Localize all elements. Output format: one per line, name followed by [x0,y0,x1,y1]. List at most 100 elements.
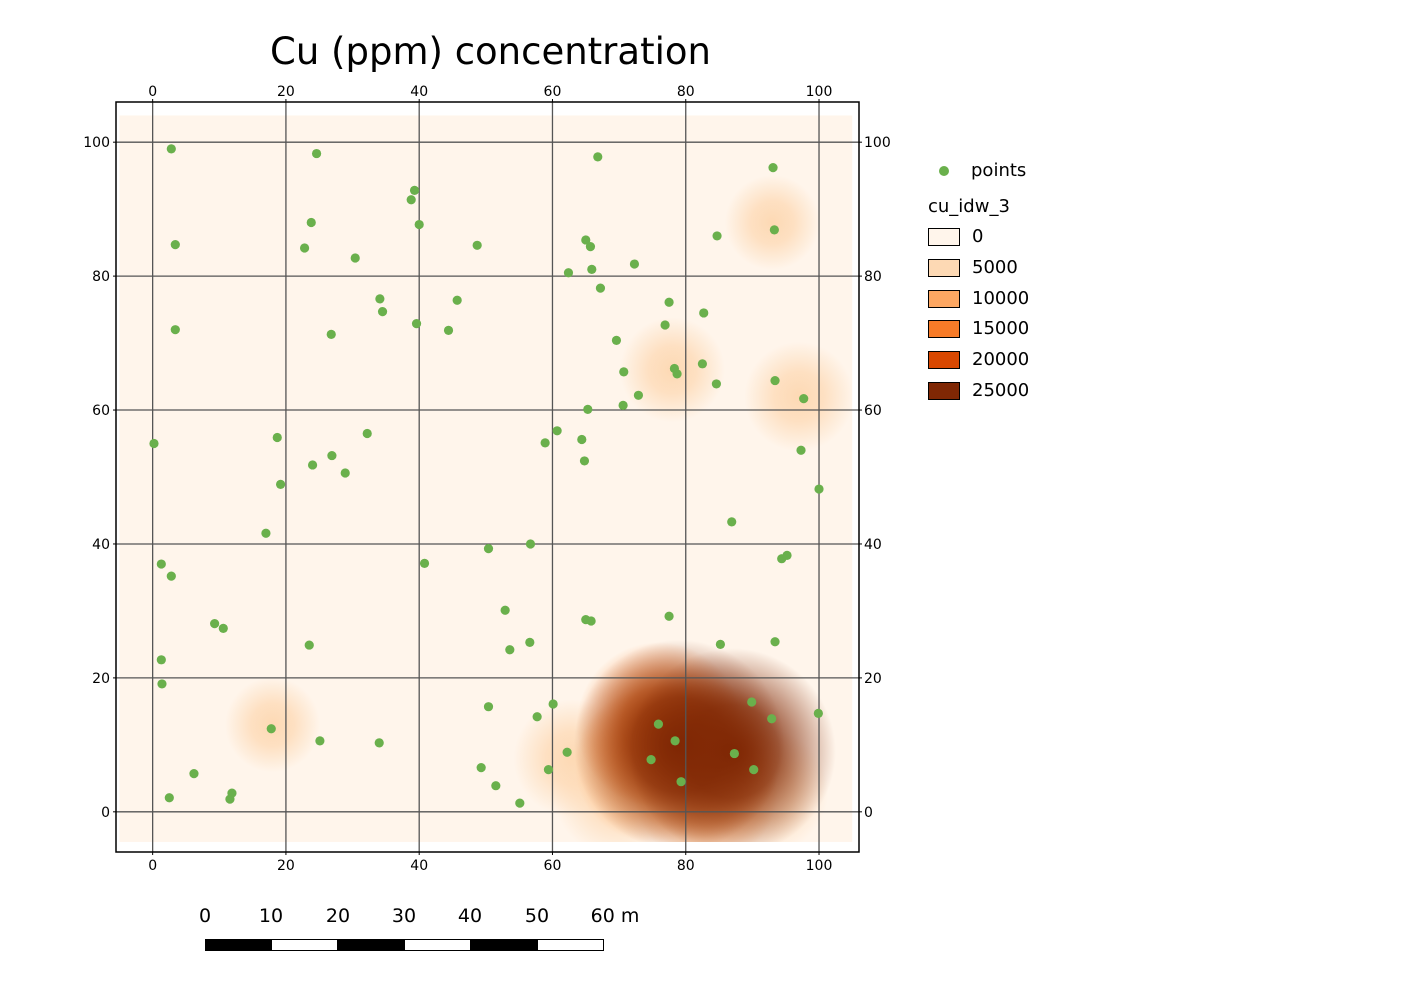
sample-point[interactable] [525,539,536,549]
sample-point[interactable] [629,259,640,269]
sample-point[interactable] [660,320,670,330]
sample-point[interactable] [581,235,591,245]
sample-point[interactable] [532,712,542,722]
sample-point[interactable] [770,375,780,386]
sample-point[interactable] [483,544,494,554]
sample-point[interactable] [409,185,420,195]
sample-point[interactable] [777,554,787,564]
sample-point[interactable] [350,253,360,263]
sample-point[interactable] [340,468,350,478]
scale-bar-label: 30 [391,905,417,927]
sample-point[interactable] [218,623,228,633]
sample-point[interactable] [472,240,482,250]
sample-point[interactable] [618,400,628,410]
sample-point[interactable] [375,294,385,304]
sample-point[interactable] [315,736,325,746]
sample-point[interactable] [697,359,708,369]
sample-point[interactable] [587,264,597,275]
sample-point[interactable] [770,637,780,647]
sample-point[interactable] [670,736,680,746]
sample-point[interactable] [664,297,674,307]
sample-point[interactable] [579,456,590,466]
sample-point[interactable] [699,308,709,318]
sample-point[interactable] [406,195,416,205]
sample-point[interactable] [170,240,180,250]
sample-point[interactable] [157,679,167,689]
sample-point[interactable] [272,432,282,443]
sample-point[interactable] [768,163,778,173]
sample-point[interactable] [813,708,823,718]
sample-point[interactable] [189,769,199,779]
sample-point[interactable] [225,794,235,804]
sample-point[interactable] [362,428,372,439]
sample-point[interactable] [500,605,510,615]
sample-point[interactable] [540,438,550,448]
sample-point[interactable] [543,765,554,775]
sample-point[interactable] [672,369,682,379]
sample-point[interactable] [583,404,593,414]
raster-hotspot [744,341,853,452]
sample-point[interactable] [525,637,535,648]
sample-point[interactable] [619,367,629,377]
sample-point[interactable] [156,655,166,665]
sample-point[interactable] [377,306,388,317]
sample-point[interactable] [307,460,318,470]
sample-point[interactable] [562,747,572,757]
sample-point[interactable] [306,217,316,228]
sample-point[interactable] [796,445,806,455]
sample-point[interactable] [164,793,174,803]
sample-point[interactable] [266,724,276,734]
sample-point[interactable] [166,571,176,581]
sample-point[interactable] [156,559,166,569]
sample-point[interactable] [664,611,674,621]
sample-point[interactable] [552,426,562,436]
sample-point[interactable] [711,379,721,389]
sample-point[interactable] [419,558,430,568]
sample-point[interactable] [476,763,486,773]
sample-point[interactable] [769,225,779,235]
sample-point[interactable] [210,619,220,629]
sample-point[interactable] [727,517,737,527]
sample-point[interactable] [749,765,759,775]
sample-point[interactable] [411,319,422,329]
sample-point[interactable] [715,639,725,650]
sample-point[interactable] [326,329,336,339]
sample-point[interactable] [166,144,176,154]
sample-point[interactable] [767,714,777,724]
sample-point[interactable] [747,697,757,707]
sample-point[interactable] [483,702,494,712]
sample-point[interactable] [149,438,159,449]
sample-point[interactable] [633,390,644,400]
sample-point[interactable] [299,243,310,253]
sample-point[interactable] [515,798,525,808]
sample-point[interactable] [304,640,314,650]
sample-point[interactable] [799,394,809,404]
sample-point[interactable] [491,781,501,791]
sample-point[interactable] [452,295,462,305]
sample-point[interactable] [275,479,286,489]
sample-point[interactable] [563,268,574,278]
sample-point[interactable] [311,148,322,159]
sample-point[interactable] [548,699,558,709]
sample-point[interactable] [261,528,271,538]
sample-point[interactable] [712,231,722,241]
sample-point[interactable] [505,645,515,655]
sample-point[interactable] [595,283,606,293]
sample-point[interactable] [676,777,686,787]
sample-point[interactable] [443,325,454,335]
sample-point[interactable] [593,152,603,162]
sample-point[interactable] [653,719,664,729]
sample-point[interactable] [577,434,587,445]
sample-point[interactable] [374,738,384,748]
sample-point[interactable] [414,219,424,230]
sample-point[interactable] [327,450,337,461]
sample-point[interactable] [585,242,596,252]
sample-point[interactable] [170,325,180,335]
sample-point[interactable] [814,484,824,494]
sample-point[interactable] [611,335,622,345]
sample-point[interactable] [586,616,596,626]
sample-point[interactable] [729,748,739,759]
sample-point[interactable] [646,754,656,765]
x-tick-label-bottom: 80 [677,858,695,874]
